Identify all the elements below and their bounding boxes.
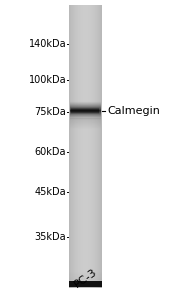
Bar <box>74 4 75 288</box>
Bar <box>86 4 87 288</box>
Bar <box>69 278 102 279</box>
Bar <box>83 4 84 288</box>
Bar <box>88 4 89 288</box>
Bar <box>84 4 85 288</box>
Text: 140kDa: 140kDa <box>29 39 66 49</box>
Bar <box>69 287 102 288</box>
Bar <box>72 4 73 288</box>
Text: 35kDa: 35kDa <box>35 232 66 242</box>
Text: 45kDa: 45kDa <box>35 187 66 196</box>
Bar <box>69 280 102 281</box>
Text: 100kDa: 100kDa <box>29 75 66 85</box>
Text: 75kDa: 75kDa <box>35 107 66 117</box>
Bar <box>69 276 102 277</box>
Bar <box>70 4 71 288</box>
Bar <box>94 4 95 288</box>
Bar <box>69 273 102 274</box>
Text: Calmegin: Calmegin <box>107 106 160 116</box>
Bar <box>69 277 102 278</box>
Bar <box>85 4 86 288</box>
Text: PC-3: PC-3 <box>72 267 98 290</box>
Bar <box>82 4 83 288</box>
Bar <box>69 280 102 287</box>
Bar <box>75 4 76 288</box>
Bar <box>101 4 102 288</box>
Bar <box>69 282 102 283</box>
Text: 60kDa: 60kDa <box>35 147 66 157</box>
Bar <box>69 275 102 276</box>
Bar <box>95 4 96 288</box>
Bar <box>69 271 102 272</box>
Bar <box>69 272 102 273</box>
Bar <box>69 279 102 280</box>
Bar <box>87 4 88 288</box>
Bar <box>76 4 77 288</box>
Bar <box>90 4 91 288</box>
Bar <box>69 284 102 285</box>
Bar <box>69 274 102 275</box>
Bar <box>79 4 80 288</box>
Bar <box>81 4 82 288</box>
Bar <box>93 4 94 288</box>
Bar <box>96 4 97 288</box>
Bar <box>69 286 102 287</box>
Bar <box>69 283 102 284</box>
Bar <box>99 4 100 288</box>
Bar <box>80 4 81 288</box>
Bar <box>78 4 79 288</box>
Bar <box>77 4 78 288</box>
Bar <box>71 4 72 288</box>
Bar <box>98 4 99 288</box>
Bar <box>73 4 74 288</box>
Bar <box>100 4 101 288</box>
Bar <box>89 4 90 288</box>
Bar <box>92 4 93 288</box>
Bar <box>91 4 92 288</box>
Bar <box>69 4 70 288</box>
Bar <box>97 4 98 288</box>
Bar <box>69 281 102 282</box>
Bar <box>69 274 102 275</box>
Bar <box>69 285 102 286</box>
